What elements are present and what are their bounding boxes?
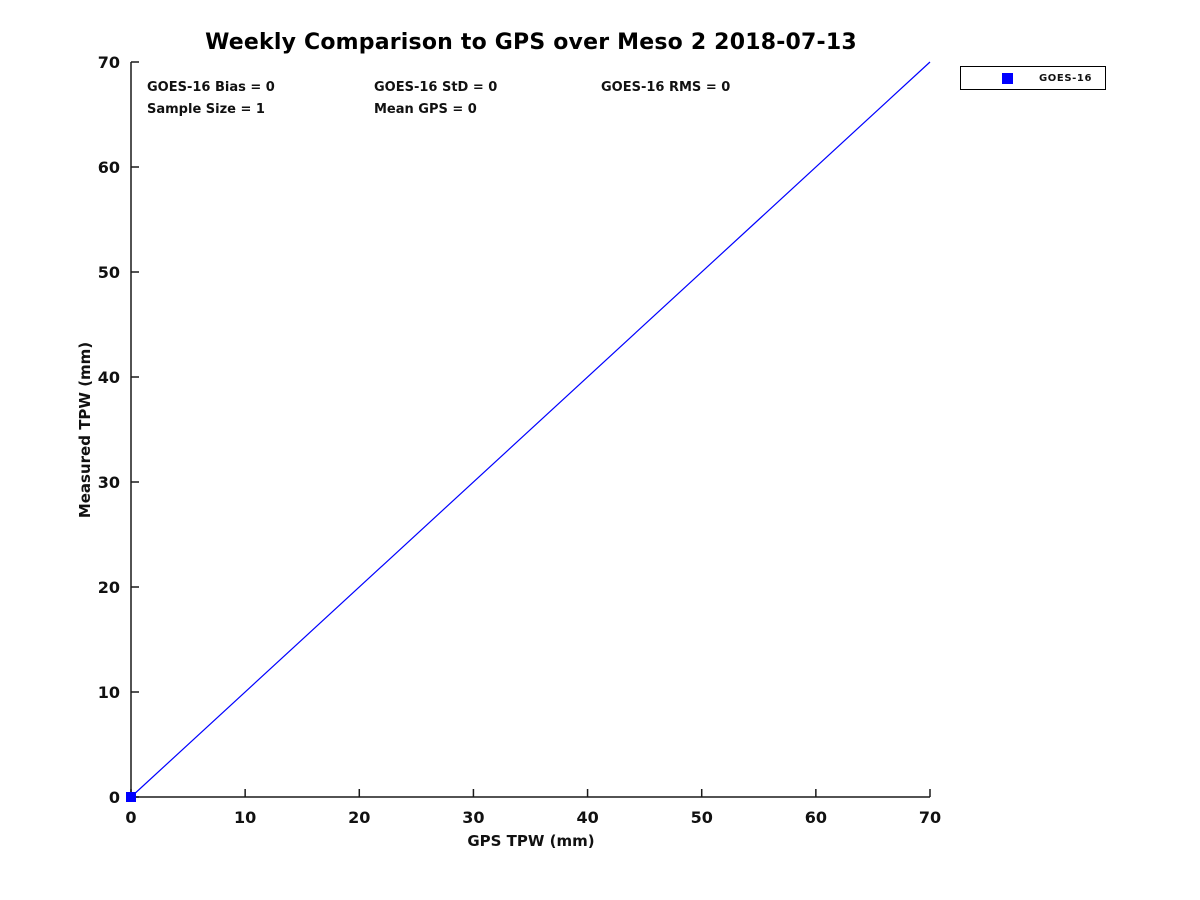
x-tick-label: 70 <box>919 808 941 827</box>
y-tick-label: 60 <box>98 158 120 177</box>
y-tick-label: 0 <box>109 788 120 807</box>
legend: GOES-16 <box>960 66 1106 90</box>
y-tick-label: 70 <box>98 53 120 72</box>
y-tick-label: 20 <box>98 578 120 597</box>
data-point-square-marker <box>126 792 136 802</box>
y-tick-label: 50 <box>98 263 120 282</box>
stat-bias: GOES-16 Bias = 0 <box>147 80 275 95</box>
x-tick-label: 20 <box>348 808 370 827</box>
x-tick-label: 60 <box>805 808 827 827</box>
legend-label: GOES-16 <box>1039 72 1093 84</box>
x-tick-label: 50 <box>691 808 713 827</box>
stat-std: GOES-16 StD = 0 <box>374 80 498 95</box>
x-tick-label: 10 <box>234 808 256 827</box>
x-tick-label: 30 <box>462 808 484 827</box>
y-tick-label: 40 <box>98 368 120 387</box>
x-tick-label: 40 <box>576 808 598 827</box>
stat-mean-gps: Mean GPS = 0 <box>374 102 477 117</box>
series-line <box>130 61 931 798</box>
y-tick-label: 30 <box>98 473 120 492</box>
stat-rms: GOES-16 RMS = 0 <box>601 80 731 95</box>
y-axis-label: Measured TPW (mm) <box>76 341 94 519</box>
x-tick-label: 0 <box>125 808 136 827</box>
x-axis-label: GPS TPW (mm) <box>467 832 595 850</box>
y-tick-label: 10 <box>98 683 120 702</box>
chart-title: Weekly Comparison to GPS over Meso 2 201… <box>205 30 857 55</box>
legend-marker-square-icon <box>1002 72 1013 84</box>
stat-sample-size: Sample Size = 1 <box>147 102 265 117</box>
